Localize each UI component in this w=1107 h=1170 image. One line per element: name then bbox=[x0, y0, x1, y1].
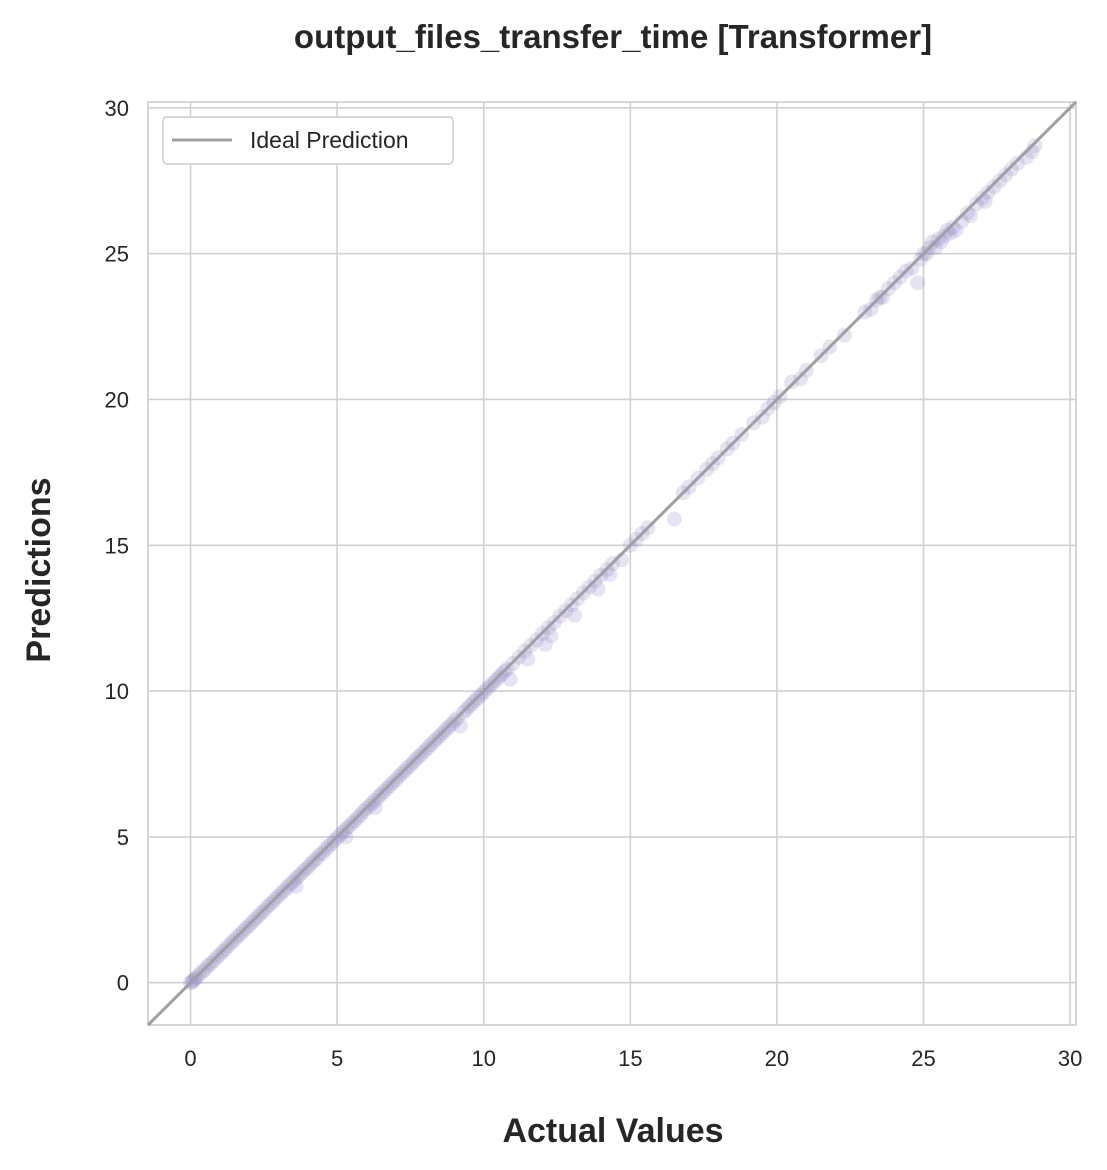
data-point-179 bbox=[936, 228, 952, 244]
data-point-170 bbox=[910, 275, 926, 291]
data-point-186 bbox=[968, 196, 984, 212]
ideal-prediction-line bbox=[146, 100, 1078, 1027]
data-point-154 bbox=[784, 374, 800, 390]
x-axis-ticks: 0 5 10 15 20 25 30 bbox=[184, 1046, 1082, 1071]
y-axis-ticks: 0 5 10 15 20 25 30 bbox=[105, 96, 129, 996]
x-tick-label-10: 10 bbox=[471, 1046, 495, 1071]
legend-entry-ideal-prediction: Ideal Prediction bbox=[250, 127, 409, 153]
data-point-171 bbox=[913, 252, 929, 267]
data-point-173 bbox=[919, 246, 934, 262]
data-point-164 bbox=[875, 289, 890, 305]
y-tick-label-25: 25 bbox=[105, 242, 129, 267]
data-point-129 bbox=[520, 651, 536, 667]
x-tick-label-0: 0 bbox=[184, 1046, 196, 1071]
data-point-196 bbox=[1027, 138, 1043, 154]
x-tick-label-20: 20 bbox=[765, 1046, 789, 1071]
y-tick-label-30: 30 bbox=[105, 96, 129, 121]
data-point-185 bbox=[960, 205, 975, 221]
y-tick-label-5: 5 bbox=[117, 825, 129, 850]
data-point-189 bbox=[986, 179, 1002, 195]
data-point-191 bbox=[998, 167, 1014, 183]
data-point-199 bbox=[537, 636, 553, 652]
data-point-175 bbox=[924, 234, 940, 250]
y-tick-label-0: 0 bbox=[117, 971, 129, 996]
x-tick-label-30: 30 bbox=[1058, 1046, 1082, 1071]
y-tick-label-20: 20 bbox=[105, 387, 129, 412]
data-point-150 bbox=[754, 409, 770, 425]
y-axis-label: Predictions bbox=[20, 477, 58, 662]
y-tick-label-10: 10 bbox=[105, 679, 129, 704]
data-point-182 bbox=[945, 219, 961, 235]
plot-frame bbox=[147, 101, 1077, 1026]
plot-border bbox=[147, 101, 1077, 1026]
data-point-139 bbox=[666, 511, 682, 527]
data-point-200 bbox=[452, 718, 468, 734]
data-point-193 bbox=[1009, 155, 1025, 171]
data-point-155 bbox=[792, 371, 808, 387]
grid-lines bbox=[148, 102, 1076, 1025]
legend: Ideal Prediction bbox=[162, 116, 454, 165]
data-point-130 bbox=[543, 628, 559, 644]
ideal-prediction-line-group bbox=[146, 100, 1078, 1027]
x-tick-label-25: 25 bbox=[911, 1046, 935, 1071]
data-point-128 bbox=[502, 671, 518, 687]
data-point-132 bbox=[590, 581, 606, 597]
data-point-192 bbox=[1004, 161, 1019, 177]
data-point-161 bbox=[863, 301, 879, 317]
chart-title: output_files_transfer_time [Transformer] bbox=[294, 18, 932, 55]
x-axis-label: Actual Values bbox=[502, 1112, 723, 1150]
data-point-131 bbox=[567, 607, 583, 623]
data-point-159 bbox=[836, 327, 852, 343]
x-tick-label-5: 5 bbox=[331, 1046, 343, 1071]
y-tick-label-15: 15 bbox=[105, 533, 129, 558]
data-point-188 bbox=[980, 184, 996, 200]
data-point-190 bbox=[992, 173, 1008, 189]
data-point-169 bbox=[904, 260, 920, 276]
legend-box bbox=[162, 116, 454, 165]
data-point-187 bbox=[974, 190, 990, 206]
x-tick-label-15: 15 bbox=[618, 1046, 642, 1071]
